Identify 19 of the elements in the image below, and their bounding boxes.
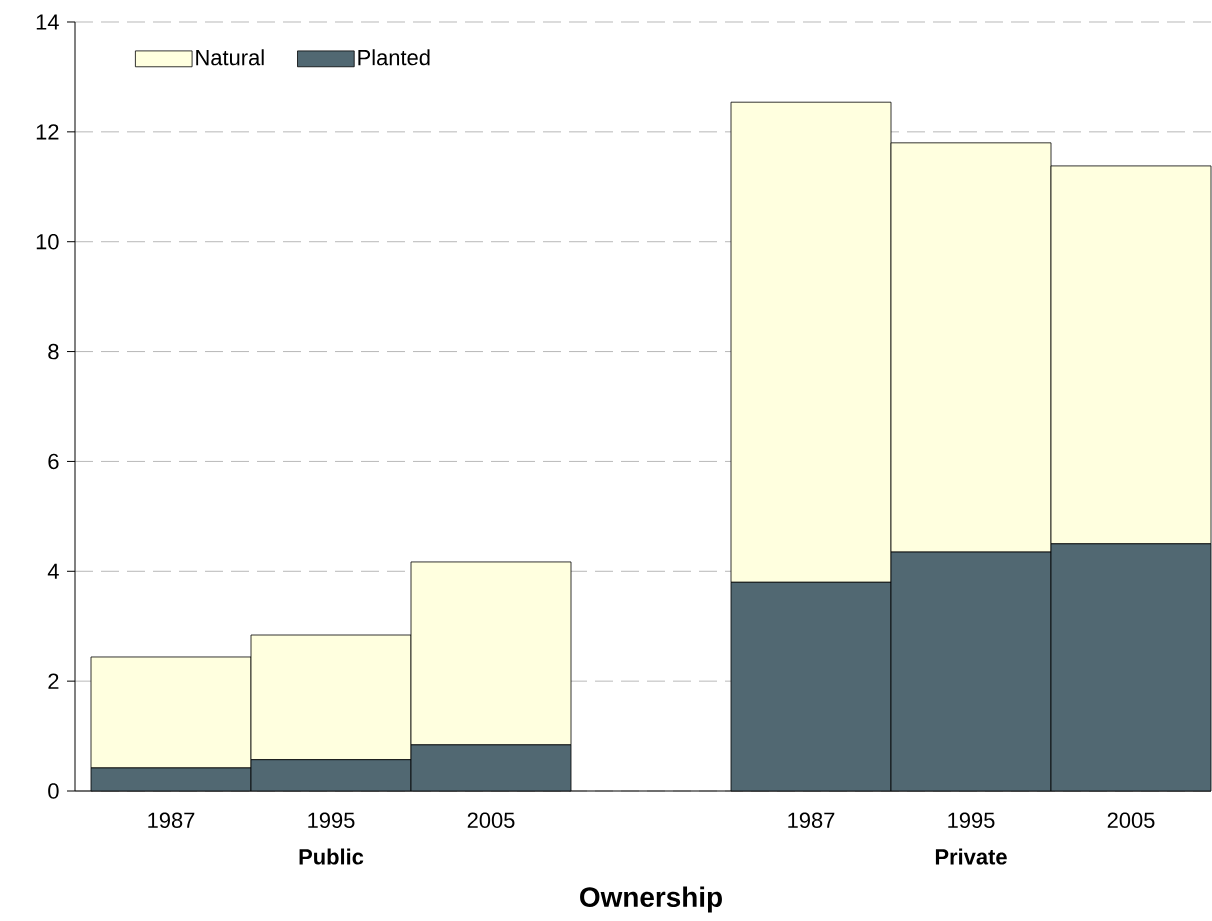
x-tick-label: 1995 — [948, 812, 995, 829]
y-tick-label: 14 — [36, 14, 59, 30]
x-axis-title: Ownership — [580, 886, 722, 913]
x-tick-label: 1995 — [308, 812, 355, 829]
x-tick-label: 2005 — [467, 812, 515, 829]
y-tick-label: 6 — [48, 453, 59, 470]
y-tick-label: 10 — [36, 233, 59, 250]
text: Public — [299, 848, 364, 865]
y-tick-label: 8 — [48, 343, 59, 360]
y-tick-label: 0 — [48, 783, 59, 799]
x-tick-label: 2005 — [1107, 812, 1155, 829]
x-tick-label: 1987 — [148, 812, 195, 829]
y-tick-label: 4 — [47, 563, 59, 579]
text: Private — [935, 848, 1007, 865]
y-tick-label: 12 — [36, 124, 59, 140]
legend-label: Planted — [358, 49, 430, 66]
y-tick-label: 2 — [48, 673, 59, 689]
x-tick-label: 1987 — [788, 812, 835, 829]
legend-label: Natural — [196, 49, 264, 66]
